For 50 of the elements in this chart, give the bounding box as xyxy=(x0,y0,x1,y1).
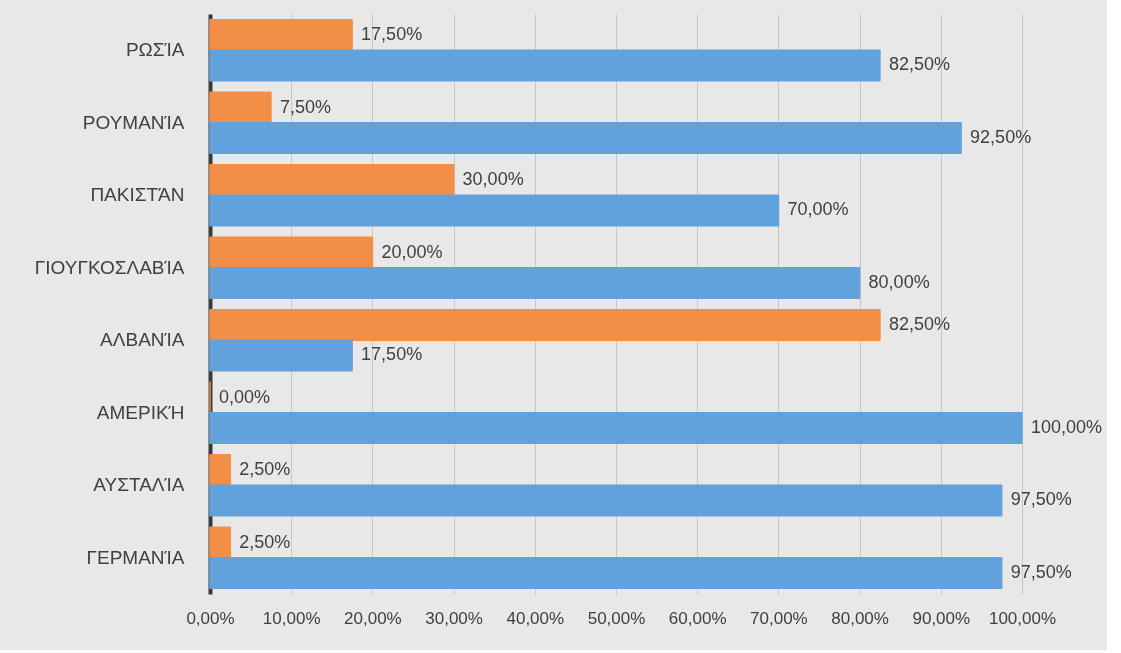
x-tick-label: 50,00% xyxy=(587,608,646,628)
bar xyxy=(209,164,455,196)
bar xyxy=(209,49,881,82)
x-tick-label: 60,00% xyxy=(668,608,727,628)
data-label: 92,50% xyxy=(970,126,1032,147)
bar xyxy=(209,454,232,486)
data-label: 80,00% xyxy=(868,271,930,292)
y-tick-label: ΡΟΥΜΑΝΊΑ xyxy=(82,111,185,133)
x-tick-label: 80,00% xyxy=(831,608,889,628)
data-label: 100,00% xyxy=(1031,416,1103,437)
y-tick-label: ΡΩΣΊΑ xyxy=(125,39,185,61)
data-label: 30,00% xyxy=(462,169,524,190)
bar xyxy=(209,267,861,299)
data-label: 2,50% xyxy=(239,531,291,552)
x-tick-label: 10,00% xyxy=(262,608,321,628)
bar xyxy=(209,122,962,154)
y-tick-label: ΓΕΡΜΑΝΊΑ xyxy=(86,546,185,568)
y-tick-label: ΑΜΕΡΙΚΉ xyxy=(96,401,185,423)
y-tick-label: ΓΙΟΥΓΚΟΣΛΑΒΊΑ xyxy=(34,256,185,278)
bar xyxy=(209,194,780,227)
data-label: 20,00% xyxy=(381,241,443,262)
bar xyxy=(209,236,374,269)
data-label: 0,00% xyxy=(219,386,271,407)
data-label: 2,50% xyxy=(239,459,291,480)
data-label: 82,50% xyxy=(888,314,950,335)
data-label: 97,50% xyxy=(1010,561,1072,582)
bar xyxy=(209,412,1023,444)
y-tick-label: ΠΑΚΙΣΤΆΝ xyxy=(90,184,185,206)
x-tick-label: 30,00% xyxy=(425,608,483,628)
bar xyxy=(209,309,881,341)
data-label: 17,50% xyxy=(361,344,423,365)
data-label: 82,50% xyxy=(888,54,950,75)
y-tick-label: ΑΥΣΤΑΛΊΑ xyxy=(93,474,185,496)
bar xyxy=(209,339,353,372)
data-label: 97,50% xyxy=(1010,489,1072,510)
data-label: 70,00% xyxy=(787,199,849,220)
x-tick-label: 100,00% xyxy=(988,608,1057,628)
data-label: 17,50% xyxy=(361,24,423,45)
bar xyxy=(209,526,232,559)
x-tick-label: 20,00% xyxy=(344,608,402,628)
bar xyxy=(209,557,1003,589)
x-tick-label: 40,00% xyxy=(506,608,565,628)
x-tick-label: 0,00% xyxy=(186,608,235,628)
data-label: 7,50% xyxy=(279,96,331,117)
bar xyxy=(209,484,1003,517)
bar xyxy=(209,91,272,124)
x-tick-label: 90,00% xyxy=(912,608,971,628)
x-tick-label: 70,00% xyxy=(750,608,808,628)
y-tick-label: ΑΛΒΑΝΊΑ xyxy=(100,329,185,351)
bar xyxy=(209,19,353,51)
